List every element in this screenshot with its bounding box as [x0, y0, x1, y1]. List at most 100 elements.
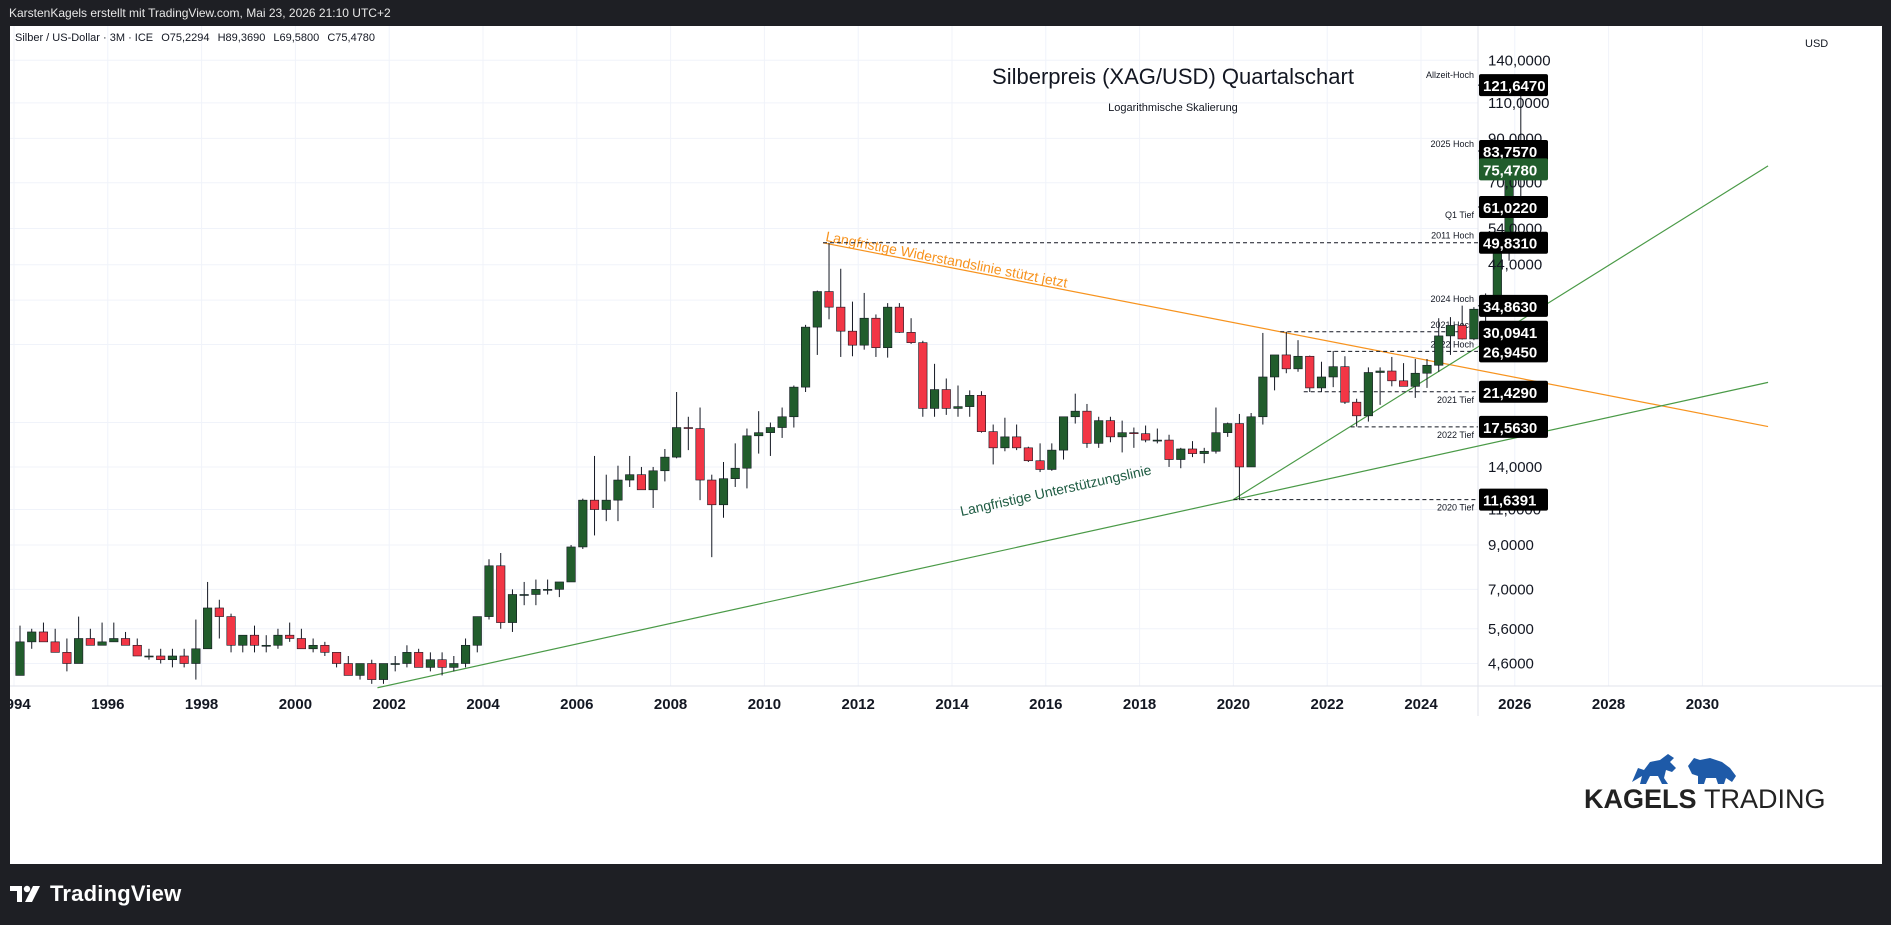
- level-note: 2011 Hoch: [1431, 231, 1474, 241]
- candle-body: [273, 634, 283, 646]
- footer: TradingView: [10, 878, 181, 910]
- candle-body: [378, 663, 389, 680]
- watermark-text-light: TRADING: [1704, 784, 1826, 814]
- candle-body: [62, 652, 72, 664]
- price-label-box: [1479, 74, 1548, 97]
- candle-body: [718, 478, 729, 506]
- chart-panel[interactable]: Langfristige Widerstandslinie stützt jet…: [10, 26, 1882, 864]
- level-note: Q1 Tief: [1445, 210, 1475, 220]
- candle-body: [308, 644, 318, 650]
- candle-body: [74, 638, 84, 664]
- price-label-text: 26,9450: [1483, 344, 1537, 361]
- candle-body: [1293, 355, 1303, 370]
- x-tick-label: 2024: [1404, 696, 1438, 713]
- candle-body: [332, 652, 342, 664]
- candle-body: [120, 638, 131, 646]
- candle-body: [1035, 460, 1045, 470]
- x-tick-label: 2018: [1123, 696, 1156, 713]
- candle-body: [249, 634, 260, 646]
- candle-body: [226, 616, 236, 646]
- level-note: 2025 Hoch: [1430, 139, 1474, 149]
- candle-body: [625, 474, 635, 481]
- candle-body: [1129, 432, 1139, 434]
- candle-body: [38, 631, 49, 643]
- candle-body: [883, 306, 893, 349]
- candle-body: [660, 456, 670, 472]
- candle-body: [695, 428, 705, 481]
- candle-body: [824, 291, 834, 308]
- candle-body: [27, 631, 37, 643]
- candle-body: [507, 594, 518, 623]
- candle-body: [1164, 439, 1174, 460]
- price-label-box: [1479, 158, 1548, 181]
- price-label-box: [1479, 380, 1548, 403]
- price-label-box: [1479, 294, 1548, 317]
- chart-attribution-bar: KarstenKagels erstellt mit TradingView.c…: [0, 0, 1891, 26]
- candle-body: [50, 641, 60, 653]
- x-tick-label: 2014: [935, 696, 969, 713]
- candle-body: [472, 616, 482, 646]
- candle-body: [1340, 366, 1350, 403]
- candle-body: [285, 634, 295, 639]
- candle-body: [1199, 450, 1209, 454]
- price-label-box: [1479, 195, 1548, 218]
- x-tick-label: 2000: [279, 696, 312, 713]
- candle-body: [1469, 308, 1479, 340]
- support-label: Langfristige Unterstützungslinie: [959, 461, 1153, 519]
- candle-body: [1246, 416, 1256, 468]
- candle-body: [1422, 364, 1432, 374]
- level-note: 2022 Hoch: [1430, 339, 1474, 349]
- candle-body: [777, 416, 787, 428]
- candle-body: [97, 641, 107, 646]
- candle-body: [589, 499, 600, 510]
- x-tick-label: 2028: [1592, 696, 1625, 713]
- candle-body: [1023, 447, 1033, 462]
- candle-body: [1281, 354, 1291, 370]
- candle-body: [1082, 410, 1092, 444]
- candle-body: [754, 432, 764, 437]
- price-label-box: [1479, 140, 1548, 163]
- candle-body: [1047, 449, 1057, 470]
- candle-body: [1316, 376, 1327, 389]
- grid-lines: [10, 26, 1703, 686]
- price-label-text: 21,4290: [1483, 385, 1537, 402]
- candle-body: [554, 581, 564, 590]
- candle-body: [15, 641, 25, 676]
- candle-body: [402, 652, 412, 664]
- x-tick-label: 2012: [842, 696, 875, 713]
- candle-body: [672, 427, 682, 458]
- candle-body: [578, 499, 588, 548]
- price-label-text: 34,8630: [1483, 299, 1537, 316]
- candle-body: [156, 655, 166, 661]
- candle-body: [296, 638, 306, 650]
- candle-body: [1094, 420, 1104, 444]
- candle-body: [132, 644, 142, 657]
- candle-body: [953, 406, 963, 409]
- candle-body: [1258, 376, 1268, 418]
- price-label-text: 49,8310: [1483, 236, 1537, 253]
- candle-body: [812, 291, 822, 328]
- level-note: Allzeit-Hoch: [1426, 70, 1474, 80]
- candle-body: [1387, 370, 1397, 382]
- candle-body: [531, 589, 541, 595]
- candle-body: [941, 389, 951, 409]
- candle-body: [613, 479, 623, 501]
- candle-body: [1070, 410, 1080, 418]
- candle-body: [871, 317, 881, 349]
- candle-body: [1105, 420, 1115, 438]
- candle-body: [167, 655, 177, 661]
- candle-body: [918, 342, 928, 409]
- candle-body: [179, 655, 189, 664]
- candle-body: [238, 634, 248, 646]
- candle-body: [1399, 380, 1409, 387]
- y-tick-label: 5,6000: [1488, 621, 1534, 638]
- candle-body: [109, 638, 119, 643]
- level-note: 2020 Tief: [1437, 503, 1475, 513]
- price-label-text: 75,4780: [1483, 162, 1537, 179]
- candle-body: [1141, 433, 1151, 441]
- candlestick-chart[interactable]: Langfristige Widerstandslinie stützt jet…: [10, 26, 1882, 864]
- candle-body: [390, 663, 400, 665]
- price-label-box: [1479, 415, 1548, 438]
- candle-body: [367, 663, 377, 680]
